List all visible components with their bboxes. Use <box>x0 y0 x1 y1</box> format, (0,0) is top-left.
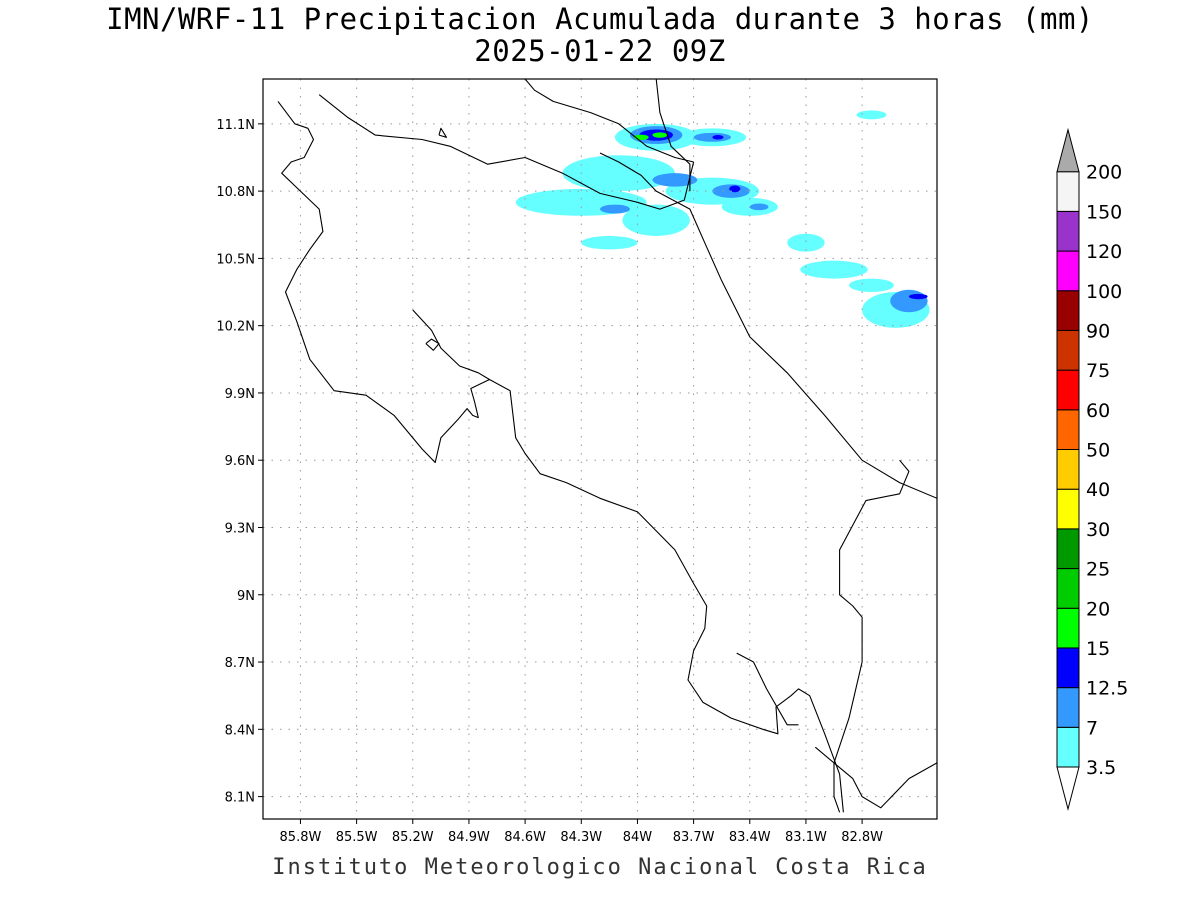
legend-label-9: 60 <box>1086 400 1110 422</box>
legend-label-13: 120 <box>1086 241 1122 263</box>
axis-labels: 11.1N 10.8N 10.5N 10.2N 9.9N 9.6N 9.3N 9N 8.7N 8.… <box>216 118 883 845</box>
legend-swatch-7 <box>1056 449 1080 490</box>
lat-tick-label-4: 9.9N <box>225 387 255 402</box>
lon-tick-label-0: 85.8W <box>280 830 322 845</box>
precip-cell-12 <box>856 110 887 120</box>
precip-cell-2 <box>562 155 675 192</box>
precip-cell-19 <box>749 203 769 211</box>
precip-cell-21 <box>729 185 741 193</box>
lat-tick-label-6: 9.3N <box>225 521 255 536</box>
lon-tick-label-2: 85.2W <box>392 830 434 845</box>
legend-swatch-13 <box>1056 210 1080 252</box>
precip-cell-4 <box>622 204 690 236</box>
coastline-layer <box>277 79 937 813</box>
nicaragua-border-line <box>318 94 695 210</box>
legend-label-2: 12.5 <box>1086 678 1128 700</box>
legend-swatch-12 <box>1056 250 1080 292</box>
lat-tick-label-5: 9.6N <box>225 454 255 469</box>
legend-label-4: 20 <box>1086 598 1110 620</box>
lon-tick-label-8: 83.4W <box>729 830 771 845</box>
legend-label-5: 25 <box>1086 559 1110 581</box>
grid-lines <box>263 79 937 819</box>
precip-cell-8 <box>787 233 825 252</box>
precip-cell-3 <box>515 188 647 216</box>
precip-cell-17 <box>600 204 630 214</box>
color-legend: 3.5 7 12.5 15 20 25 30 40 50 60 75 90 100 120 150 200 <box>1056 127 1128 811</box>
panama-border-line <box>833 459 910 813</box>
precip-cell-9 <box>800 260 868 279</box>
lat-tick-label-2: 10.5N <box>216 252 255 267</box>
precip-cell-25 <box>652 132 668 138</box>
coastline-line <box>277 101 844 813</box>
lon-tick-label-4: 84.6W <box>504 830 546 845</box>
island-chira-line <box>425 338 440 351</box>
precip-cell-23 <box>712 135 724 140</box>
lon-tick-label-10: 82.8W <box>841 830 883 845</box>
legend-swatch-1 <box>1056 687 1080 728</box>
legend-label-3: 15 <box>1086 638 1110 660</box>
legend-swatch-8 <box>1056 409 1080 450</box>
precip-cell-15 <box>652 173 698 187</box>
lon-tick-label-7: 83.7W <box>673 830 715 845</box>
lat-tick-label-8: 8.7N <box>225 656 255 671</box>
lon-tick-label-3: 84.9W <box>448 830 490 845</box>
precipitation-layer <box>515 110 930 328</box>
osa-coast-line <box>736 652 799 726</box>
legend-swatch-6 <box>1056 488 1080 530</box>
footer-credit: Instituto Meteorologico Nacional Costa R… <box>272 855 928 880</box>
lon-tick-label-6: 84W <box>623 830 653 845</box>
river-north-line <box>655 79 691 192</box>
plot-frame <box>262 78 938 820</box>
lat-tick-label-0: 11.1N <box>216 118 255 133</box>
legend-label-8: 50 <box>1086 440 1110 462</box>
legend-label-15: 200 <box>1086 162 1122 184</box>
legend-swatch-14 <box>1056 171 1080 212</box>
lon-tick-label-9: 83.1W <box>785 830 827 845</box>
legend-swatch-4 <box>1056 568 1080 609</box>
legend-swatch-0 <box>1056 726 1080 768</box>
golfo-nicoya-inner-line <box>412 309 490 380</box>
legend-swatch-5 <box>1056 528 1080 570</box>
lat-tick-label-7: 9N <box>237 589 255 604</box>
legend-label-12: 100 <box>1086 281 1122 303</box>
precip-cell-14 <box>693 132 732 142</box>
lat-tick-label-10: 8.1N <box>225 791 255 806</box>
legend-swatch-11 <box>1056 290 1080 331</box>
legend-label-0: 3.5 <box>1086 757 1116 779</box>
caribbean-coast-line <box>599 152 937 499</box>
lon-tick-label-5: 84.3W <box>560 830 602 845</box>
legend-label-6: 30 <box>1086 519 1110 541</box>
precip-cell-22 <box>908 293 928 300</box>
legend-swatch-10 <box>1056 329 1080 371</box>
legend-swatch-2 <box>1056 647 1080 689</box>
legend-label-10: 75 <box>1086 360 1110 382</box>
precip-cell-10 <box>849 278 894 293</box>
island-north-line <box>438 127 448 138</box>
lat-tick-label-9: 8.4N <box>225 723 255 738</box>
precip-cell-5 <box>581 235 638 250</box>
map-title: IMN/WRF-11 Precipitacion Acumulada duran… <box>106 2 1094 36</box>
legend-label-14: 150 <box>1086 201 1122 223</box>
lat-tick-label-1: 10.8N <box>216 185 255 200</box>
lon-tick-label-1: 85.5W <box>336 830 378 845</box>
legend-swatch-3 <box>1056 607 1080 649</box>
legend-below-arrow <box>1056 766 1080 811</box>
panama-coast-line <box>814 746 937 809</box>
map-subtitle-date: 2025-01-22 09Z <box>474 34 726 68</box>
lat-tick-label-3: 10.2N <box>216 320 255 335</box>
nicaragua-coast-north-line <box>524 79 694 163</box>
legend-swatch-15 <box>1056 127 1080 173</box>
legend-label-11: 90 <box>1086 320 1110 342</box>
precip-cell-18 <box>890 289 928 313</box>
legend-label-7: 40 <box>1086 479 1110 501</box>
legend-label-1: 7 <box>1086 717 1098 739</box>
legend-swatch-9 <box>1056 369 1080 411</box>
